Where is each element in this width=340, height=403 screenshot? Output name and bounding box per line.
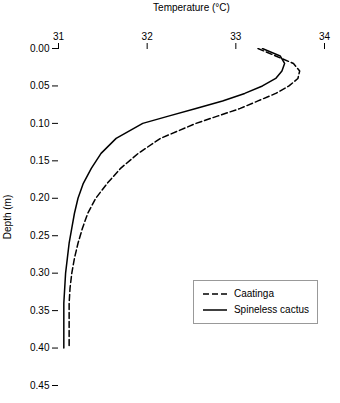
- svg-text:0.45: 0.45: [30, 380, 50, 391]
- svg-text:0.15: 0.15: [30, 155, 50, 166]
- svg-text:33: 33: [230, 31, 242, 42]
- svg-text:0.05: 0.05: [30, 80, 50, 91]
- svg-text:Depth (m): Depth (m): [2, 195, 13, 239]
- svg-text:0.30: 0.30: [30, 267, 50, 278]
- svg-text:34: 34: [319, 31, 331, 42]
- svg-text:0.35: 0.35: [30, 305, 50, 316]
- svg-text:31: 31: [53, 31, 65, 42]
- svg-text:0.20: 0.20: [30, 192, 50, 203]
- svg-text:0.00: 0.00: [30, 43, 50, 54]
- html-text:Caatinga: Caatinga: [234, 288, 274, 299]
- svg-text:0.10: 0.10: [30, 118, 50, 129]
- svg-text:0.40: 0.40: [30, 342, 50, 353]
- html-text:Spineless cactus: Spineless cactus: [234, 304, 309, 315]
- svg-text:0.25: 0.25: [30, 230, 50, 241]
- svg-text:Temperature (°C): Temperature (°C): [153, 2, 230, 13]
- svg-text:32: 32: [142, 31, 154, 42]
